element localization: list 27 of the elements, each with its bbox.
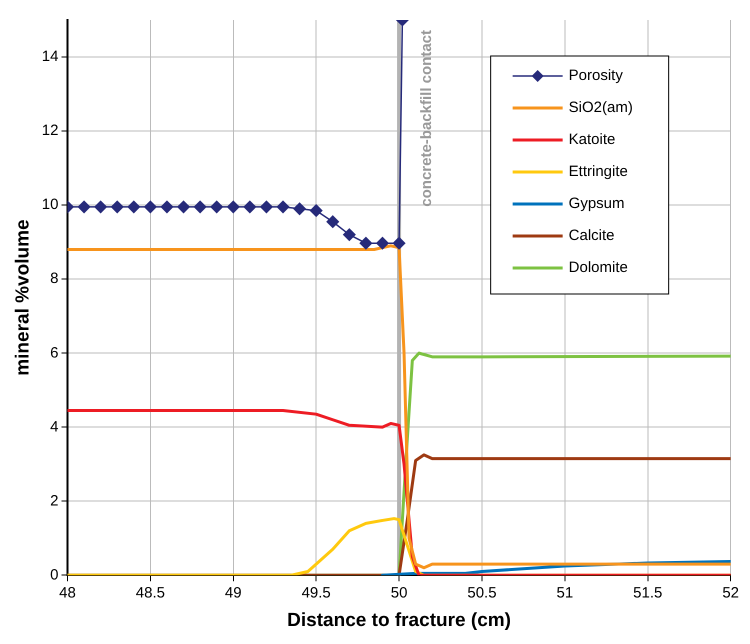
x-tick-label: 49 bbox=[224, 584, 242, 602]
x-tick-label: 49.5 bbox=[302, 584, 331, 602]
y-tick-label: 0 bbox=[50, 566, 58, 584]
ref-line-label: concrete-backfill contact bbox=[418, 30, 436, 207]
legend-label: Ettringite bbox=[568, 163, 628, 180]
y-tick-label: 4 bbox=[50, 418, 58, 436]
y-tick-label: 2 bbox=[50, 492, 58, 510]
x-tick-label: 50 bbox=[390, 584, 408, 602]
legend-label: Calcite bbox=[568, 227, 615, 244]
y-tick-label: 10 bbox=[42, 196, 58, 214]
x-tick-label: 48.5 bbox=[136, 584, 165, 602]
y-axis-title: mineral %volume bbox=[12, 219, 34, 376]
legend-label: Gypsum bbox=[568, 195, 625, 212]
y-tick-label: 14 bbox=[42, 48, 58, 66]
x-tick-label: 52 bbox=[722, 584, 739, 602]
legend-label: Porosity bbox=[568, 67, 624, 84]
x-tick-label: 48 bbox=[59, 584, 76, 602]
x-tick-label: 51.5 bbox=[633, 584, 662, 602]
legend-label: Katoite bbox=[568, 131, 616, 148]
y-tick-label: 8 bbox=[50, 270, 58, 288]
legend-label: Dolomite bbox=[568, 259, 628, 276]
y-tick-label: 12 bbox=[42, 122, 58, 140]
x-tick-label: 51 bbox=[556, 584, 574, 602]
legend-label: SiO2(am) bbox=[568, 99, 633, 116]
y-tick-label: 6 bbox=[50, 344, 58, 362]
x-tick-label: 50.5 bbox=[467, 584, 497, 602]
x-axis-title: Distance to fracture (cm) bbox=[287, 610, 511, 631]
